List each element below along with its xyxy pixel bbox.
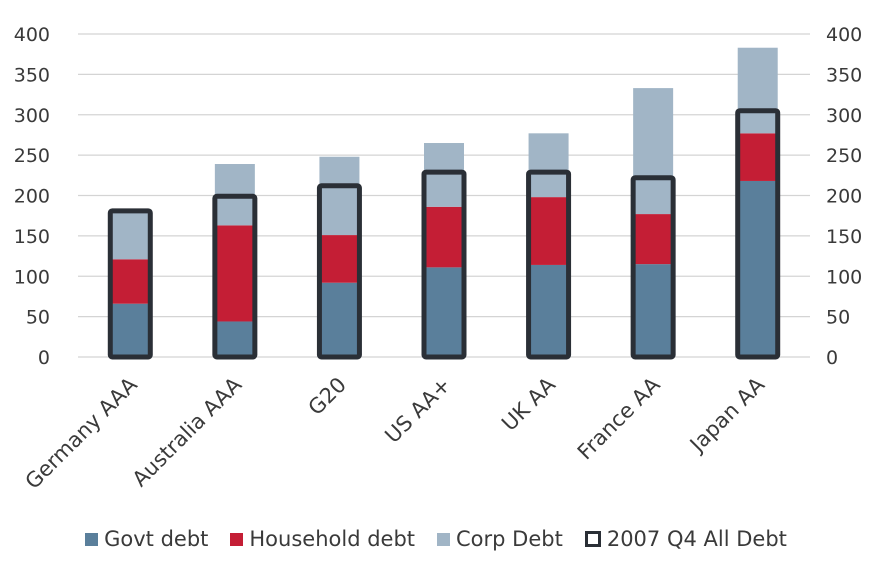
y-tick-label-right: 50: [826, 307, 850, 329]
bar-segment-govt: [528, 264, 569, 357]
bar-segment-govt: [319, 282, 360, 357]
y-tick-label-left: 300: [14, 105, 50, 127]
y-tick-label-left: 100: [14, 266, 50, 288]
legend-swatch-household: [230, 532, 244, 546]
bar-segment-household: [528, 197, 569, 265]
y-tick-label-left: 50: [26, 307, 50, 329]
x-category-label: France AA: [573, 372, 665, 464]
y-tick-label-left: 0: [38, 347, 50, 369]
bar-segment-govt: [214, 321, 255, 357]
y-tick-label-right: 250: [826, 145, 862, 167]
y-tick-label-right: 0: [826, 347, 838, 369]
x-category-label: UK AA: [497, 372, 560, 435]
overlay-outline-2007: [316, 183, 362, 360]
bar-segment-corp: [110, 209, 151, 260]
bar-segment-household: [110, 259, 151, 304]
overlay-outline-2007: [526, 169, 572, 360]
y-axis-right: 0 50 100 150 200 250 300 350 400: [826, 24, 862, 369]
y-tick-label-right: 300: [826, 105, 862, 127]
y-tick-label-left: 250: [14, 145, 50, 167]
stacked-bar-chart: 0 50 100 150 200 250 300 350 400 0 50 100 150 200 250…: [14, 24, 863, 494]
y-tick-label-right: 150: [826, 226, 862, 248]
overlay-outline-2007: [421, 169, 467, 360]
legend-item-household: Household debt: [230, 527, 415, 551]
y-tick-label-right: 200: [826, 186, 862, 208]
legend-label-corp: Corp Debt: [456, 527, 563, 551]
y-tick-label-right: 100: [826, 266, 862, 288]
x-category-label: Germany AAA: [21, 372, 143, 494]
legend-label-govt: Govt debt: [104, 527, 209, 551]
x-category-label: Japan AA: [684, 372, 770, 458]
overlay-outline-2007: [212, 193, 258, 360]
legend-item-2007: 2007 Q4 All Debt: [584, 527, 787, 551]
overlay-outline-2007: [735, 108, 781, 360]
y-tick-label-left: 150: [14, 226, 50, 248]
bars: [110, 47, 778, 357]
bar-segment-household: [319, 235, 360, 283]
overlay-outline-2007: [630, 175, 676, 360]
legend-swatch-govt: [85, 532, 99, 546]
bar-segment-govt: [633, 264, 674, 357]
overlay-outline-2007: [107, 208, 153, 360]
y-axis-left: 0 50 100 150 200 250 300 350 400: [14, 24, 50, 369]
bar-segment-govt: [424, 267, 464, 357]
y-tick-label-right: 400: [826, 24, 862, 46]
x-category-label: Australia AAA: [128, 372, 247, 491]
bar-segment-corp: [633, 88, 674, 215]
bar-segment-govt: [110, 303, 151, 357]
y-tick-label-left: 400: [14, 24, 50, 46]
bar-segment-household: [214, 225, 255, 322]
bar-segment-govt: [737, 180, 778, 357]
y-tick-label-left: 200: [14, 186, 50, 208]
bar-segment-corp: [424, 143, 464, 207]
bar-segment-corp: [528, 133, 569, 198]
bar-segment-corp: [737, 47, 778, 134]
x-category-label: US AA+: [380, 373, 455, 448]
legend-label-household: Household debt: [249, 527, 416, 551]
legend: Govt debt Household debt Corp Debt 2007 …: [0, 527, 872, 551]
bar-segment-household: [737, 133, 778, 181]
bar-segment-corp: [319, 156, 360, 236]
x-category-label: G20: [304, 373, 351, 420]
legend-swatch-corp: [437, 532, 451, 546]
legend-item-govt: Govt debt: [85, 527, 208, 551]
bar-segment-household: [424, 206, 464, 268]
y-tick-label-right: 350: [826, 64, 862, 86]
legend-label-2007: 2007 Q4 All Debt: [606, 527, 787, 551]
bar-segment-household: [633, 214, 674, 265]
legend-swatch-2007: [584, 531, 601, 547]
y-tick-label-left: 350: [14, 64, 50, 86]
overlay-outlines: [107, 108, 781, 360]
legend-item-corp: Corp Debt: [437, 527, 563, 551]
